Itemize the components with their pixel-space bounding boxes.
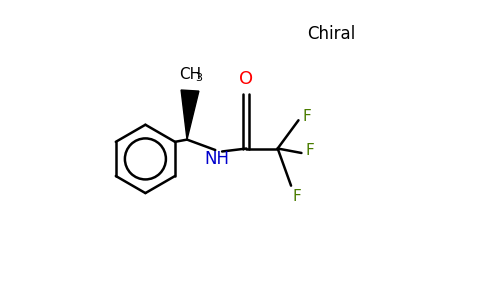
- Text: NH: NH: [204, 150, 229, 168]
- Text: F: F: [292, 190, 301, 205]
- Text: F: F: [306, 143, 315, 158]
- Polygon shape: [181, 90, 199, 140]
- Text: 3: 3: [196, 73, 202, 83]
- Text: F: F: [302, 109, 311, 124]
- Text: CH: CH: [179, 67, 201, 82]
- Text: O: O: [240, 70, 254, 88]
- Text: Chiral: Chiral: [307, 25, 355, 43]
